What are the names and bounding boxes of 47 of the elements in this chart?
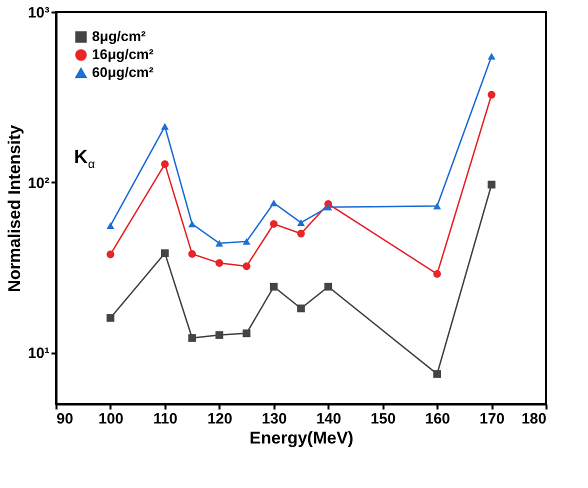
point [242,329,250,338]
point [215,331,224,339]
x-axis-title: Energy(MeV) [250,428,354,448]
point [106,222,114,230]
legend-label: 60μg/cm² [92,64,154,80]
point [188,334,196,342]
x-tick-label: 160 [425,410,450,428]
y-axis-title: Normalised Intensity [4,124,24,292]
point [297,219,305,226]
legend-label: 8μg/cm² [92,28,146,44]
point [324,282,332,291]
point [488,52,496,60]
point [242,238,250,245]
point [488,90,496,99]
x-tick-label: 130 [262,410,287,428]
point [270,220,278,228]
x-tick-label: 140 [316,410,342,428]
point [161,160,169,168]
x-tick-label: 110 [153,410,178,428]
y-tick-label: 10² [28,174,50,192]
legend-label: 16μg/cm² [92,46,154,62]
point [433,202,441,210]
point [488,180,496,188]
x-tick-label: 170 [480,410,505,428]
y-tick-label: 10¹ [28,345,50,362]
x-tick-label: 180 [521,410,546,428]
point [106,250,114,258]
point [188,220,196,228]
x-tick-label: 120 [207,410,232,428]
point [297,230,305,238]
point [161,249,169,258]
point [161,123,169,130]
y-tick-label: 10³ [28,4,50,22]
x-tick-label: 150 [370,410,396,428]
point [270,282,278,291]
point [188,250,196,258]
point [106,314,114,322]
point [270,200,278,206]
point [324,204,332,210]
point [433,270,441,278]
x-tick-label: 100 [98,410,124,428]
point [433,370,441,378]
point [215,240,224,247]
x-tick-label: 90 [56,410,74,428]
point [242,262,250,270]
point [297,304,305,312]
point [215,259,224,267]
